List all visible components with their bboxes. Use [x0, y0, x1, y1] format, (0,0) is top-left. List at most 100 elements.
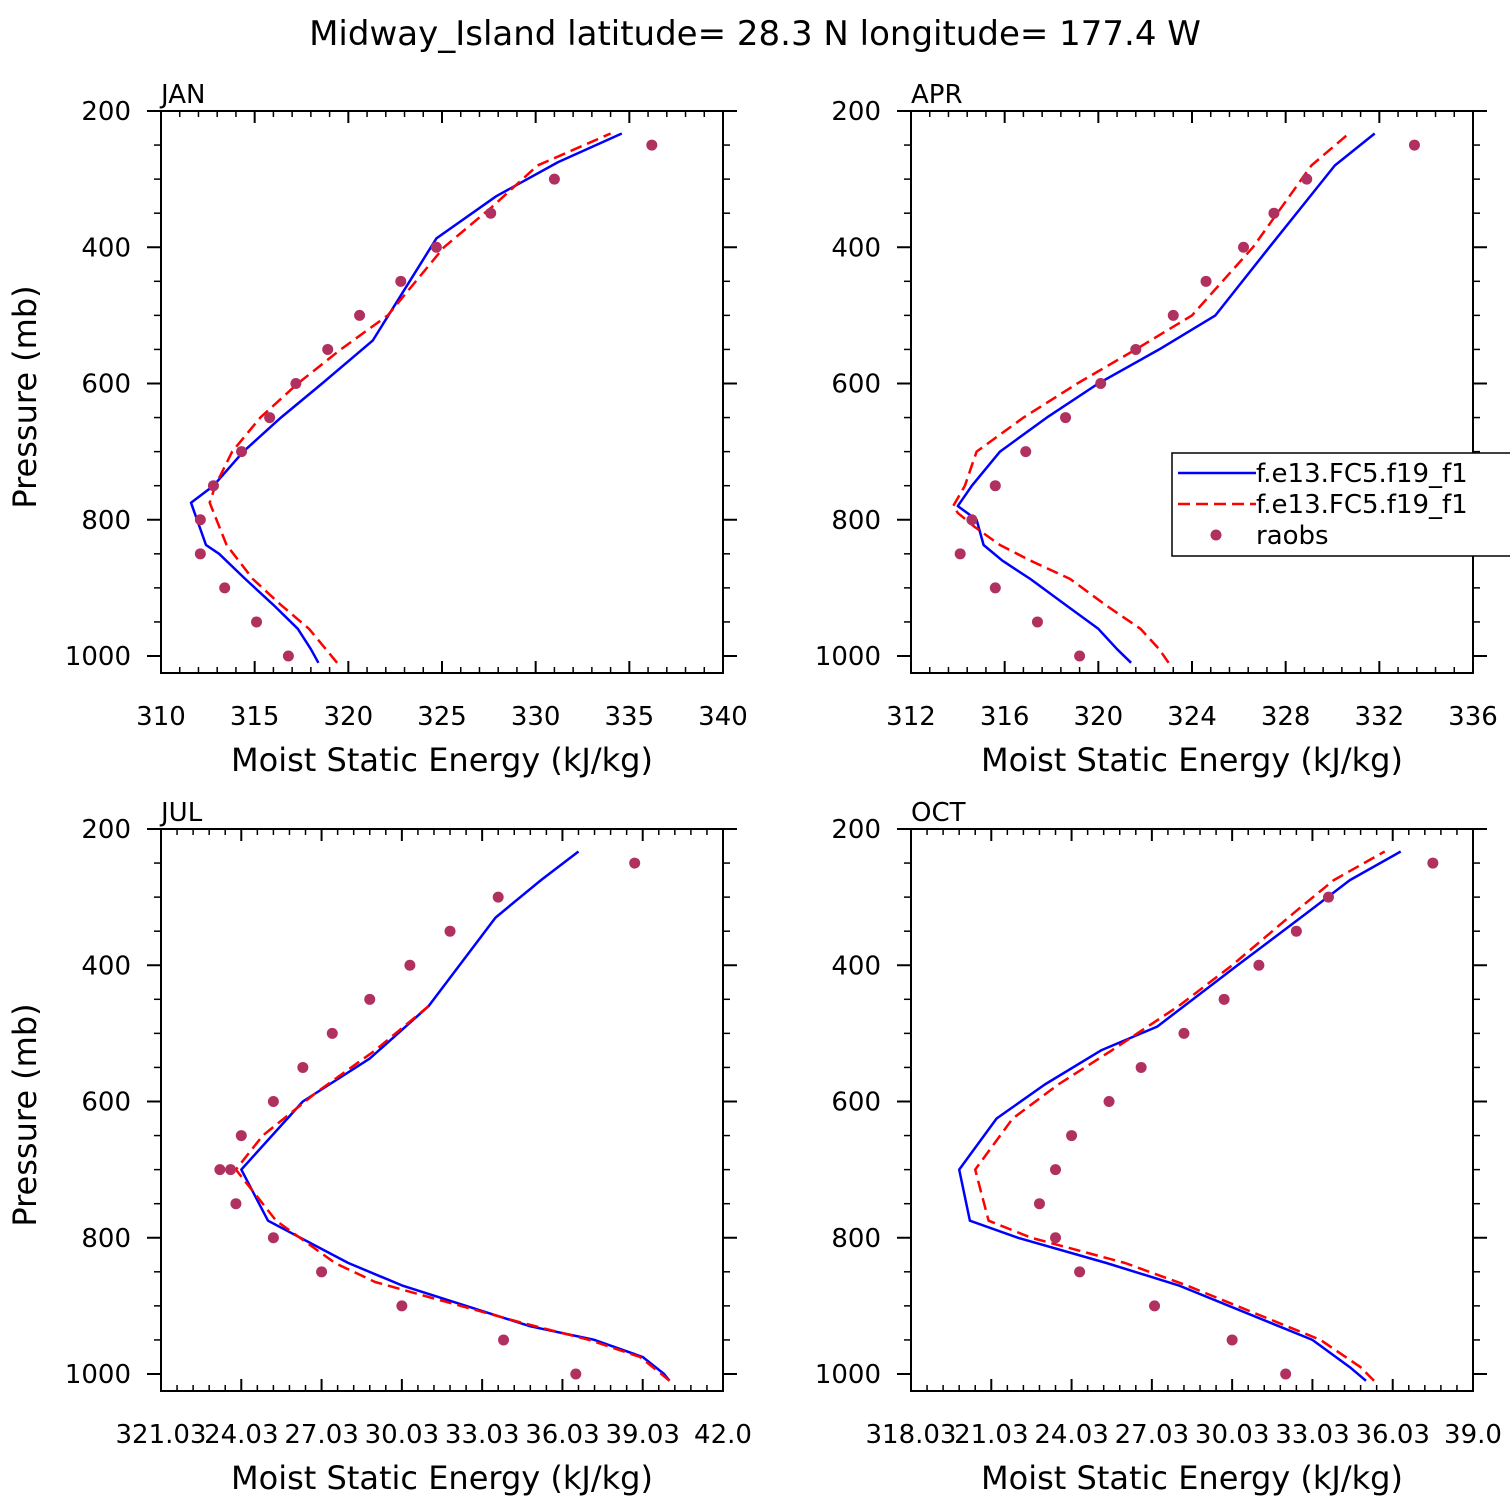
raobs-point: [485, 207, 497, 219]
raobs-point: [1060, 412, 1072, 424]
raobs-point: [251, 616, 263, 628]
y-axis-label: Pressure (mb): [6, 1003, 44, 1226]
raobs-point: [989, 582, 1001, 594]
raobs-point: [1074, 650, 1086, 662]
series-line-model1: [240, 850, 671, 1382]
raobs-point: [1020, 446, 1032, 458]
x-axis-label: Moist Static Energy (kJ/kg): [981, 741, 1403, 779]
panel-data: [957, 850, 1439, 1382]
raobs-point: [225, 1164, 237, 1176]
raobs-point: [1050, 1232, 1062, 1244]
raobs-point: [267, 1232, 279, 1244]
panel-title: JUL: [159, 798, 203, 828]
y-tick-label: 400: [81, 233, 131, 263]
x-tick-label: 27.03: [1115, 1420, 1189, 1450]
panels-group: JAN 310 315 320 325 330 335 340 200 400 600 800 1000…: [6, 80, 1502, 1497]
y-tick-label: 600: [831, 370, 881, 400]
y-tick-label: 600: [831, 1088, 881, 1118]
raobs-point: [235, 1130, 247, 1142]
x-tick-label: 39.0: [1444, 1420, 1502, 1450]
panel-data: [214, 850, 671, 1382]
y-tick-label: 800: [81, 506, 131, 536]
y-axis-label: Pressure (mb): [6, 285, 44, 508]
raobs-point: [1130, 343, 1142, 355]
y-tick-label: 1000: [815, 1360, 881, 1390]
raobs-point: [236, 446, 248, 458]
raobs-point: [1268, 207, 1280, 219]
panel-frame: [910, 828, 1474, 1392]
raobs-point: [267, 1096, 279, 1107]
series-line-model2: [234, 1005, 671, 1382]
legend-label: f.e13.FC5.f19_f1: [1256, 490, 1468, 520]
x-tick-label: 24.03: [204, 1420, 278, 1450]
x-tick-label: 27.03: [284, 1420, 358, 1450]
raobs-point: [354, 309, 366, 321]
y-tick-label: 200: [831, 815, 881, 845]
raobs-point: [1033, 1198, 1045, 1210]
x-axis-label: Moist Static Energy (kJ/kg): [231, 741, 653, 779]
raobs-point: [498, 1334, 510, 1346]
raobs-point: [207, 480, 219, 492]
raobs-point: [1238, 241, 1250, 253]
x-tick-label: 36.03: [525, 1420, 599, 1450]
raobs-point: [1095, 378, 1107, 389]
x-tick-label: 325: [417, 702, 467, 732]
x-axis-label: Moist Static Energy (kJ/kg): [981, 1459, 1403, 1497]
y-tick-label: 600: [81, 370, 131, 400]
series-line-model2: [973, 850, 1386, 1382]
y-tick-label: 400: [831, 951, 881, 981]
raobs-point: [264, 412, 276, 424]
y-tick-label: 800: [831, 506, 881, 536]
y-tick-label: 1000: [815, 642, 881, 672]
raobs-point: [1031, 616, 1043, 628]
raobs-point: [297, 1061, 309, 1073]
x-tick-label: 312: [886, 702, 936, 732]
figure-title: Midway_Island latitude= 28.3 N longitude…: [309, 14, 1201, 54]
x-tick-label: 33.03: [1275, 1420, 1349, 1450]
x-tick-label: 318.03: [866, 1420, 957, 1450]
x-tick-label: 320: [1074, 702, 1124, 732]
raobs-point: [214, 1164, 226, 1176]
panel-frame: [160, 110, 724, 674]
raobs-point: [290, 378, 302, 389]
legend-box: [1171, 452, 1510, 557]
raobs-point: [1066, 1130, 1078, 1142]
panel-title: OCT: [911, 798, 966, 828]
raobs-point: [1074, 1266, 1086, 1278]
raobs-point: [1427, 857, 1439, 869]
panel-apr: APR 312 316 320 324 328 332 336 200 400 600 800 1000…: [815, 80, 1498, 779]
x-tick-label: 315: [230, 702, 280, 732]
panel-title: APR: [911, 80, 963, 110]
raobs-point: [548, 173, 560, 185]
x-tick-label: 340: [698, 702, 748, 732]
x-tick-label: 21.03: [954, 1420, 1028, 1450]
raobs-point: [1103, 1096, 1115, 1107]
raobs-point: [1218, 993, 1230, 1005]
raobs-point: [1167, 309, 1179, 321]
raobs-point: [364, 993, 376, 1005]
raobs-point: [1322, 891, 1334, 903]
panel-data: [951, 132, 1420, 664]
series-line-model2: [951, 132, 1350, 664]
raobs-point: [1290, 925, 1302, 937]
raobs-point: [1135, 1061, 1147, 1073]
raobs-point: [1253, 959, 1265, 971]
raobs-point: [1149, 1300, 1161, 1312]
raobs-point: [395, 275, 407, 287]
x-tick-label: 24.03: [1034, 1420, 1108, 1450]
series-line-model1: [957, 850, 1402, 1382]
x-tick-label: 316: [980, 702, 1030, 732]
legend-marker-raobs: [1210, 529, 1222, 541]
raobs-point: [966, 514, 978, 526]
raobs-point: [194, 514, 206, 526]
y-tick-label: 800: [831, 1224, 881, 1254]
panel-jan: JAN 310 315 320 325 330 335 340 200 400 600 800 1000…: [6, 80, 748, 779]
raobs-point: [230, 1198, 242, 1210]
panel-data: [189, 132, 658, 664]
x-tick-label: 324: [1167, 702, 1217, 732]
raobs-point: [1200, 275, 1212, 287]
x-tick-label: 39.03: [605, 1420, 679, 1450]
raobs-point: [1301, 173, 1313, 185]
